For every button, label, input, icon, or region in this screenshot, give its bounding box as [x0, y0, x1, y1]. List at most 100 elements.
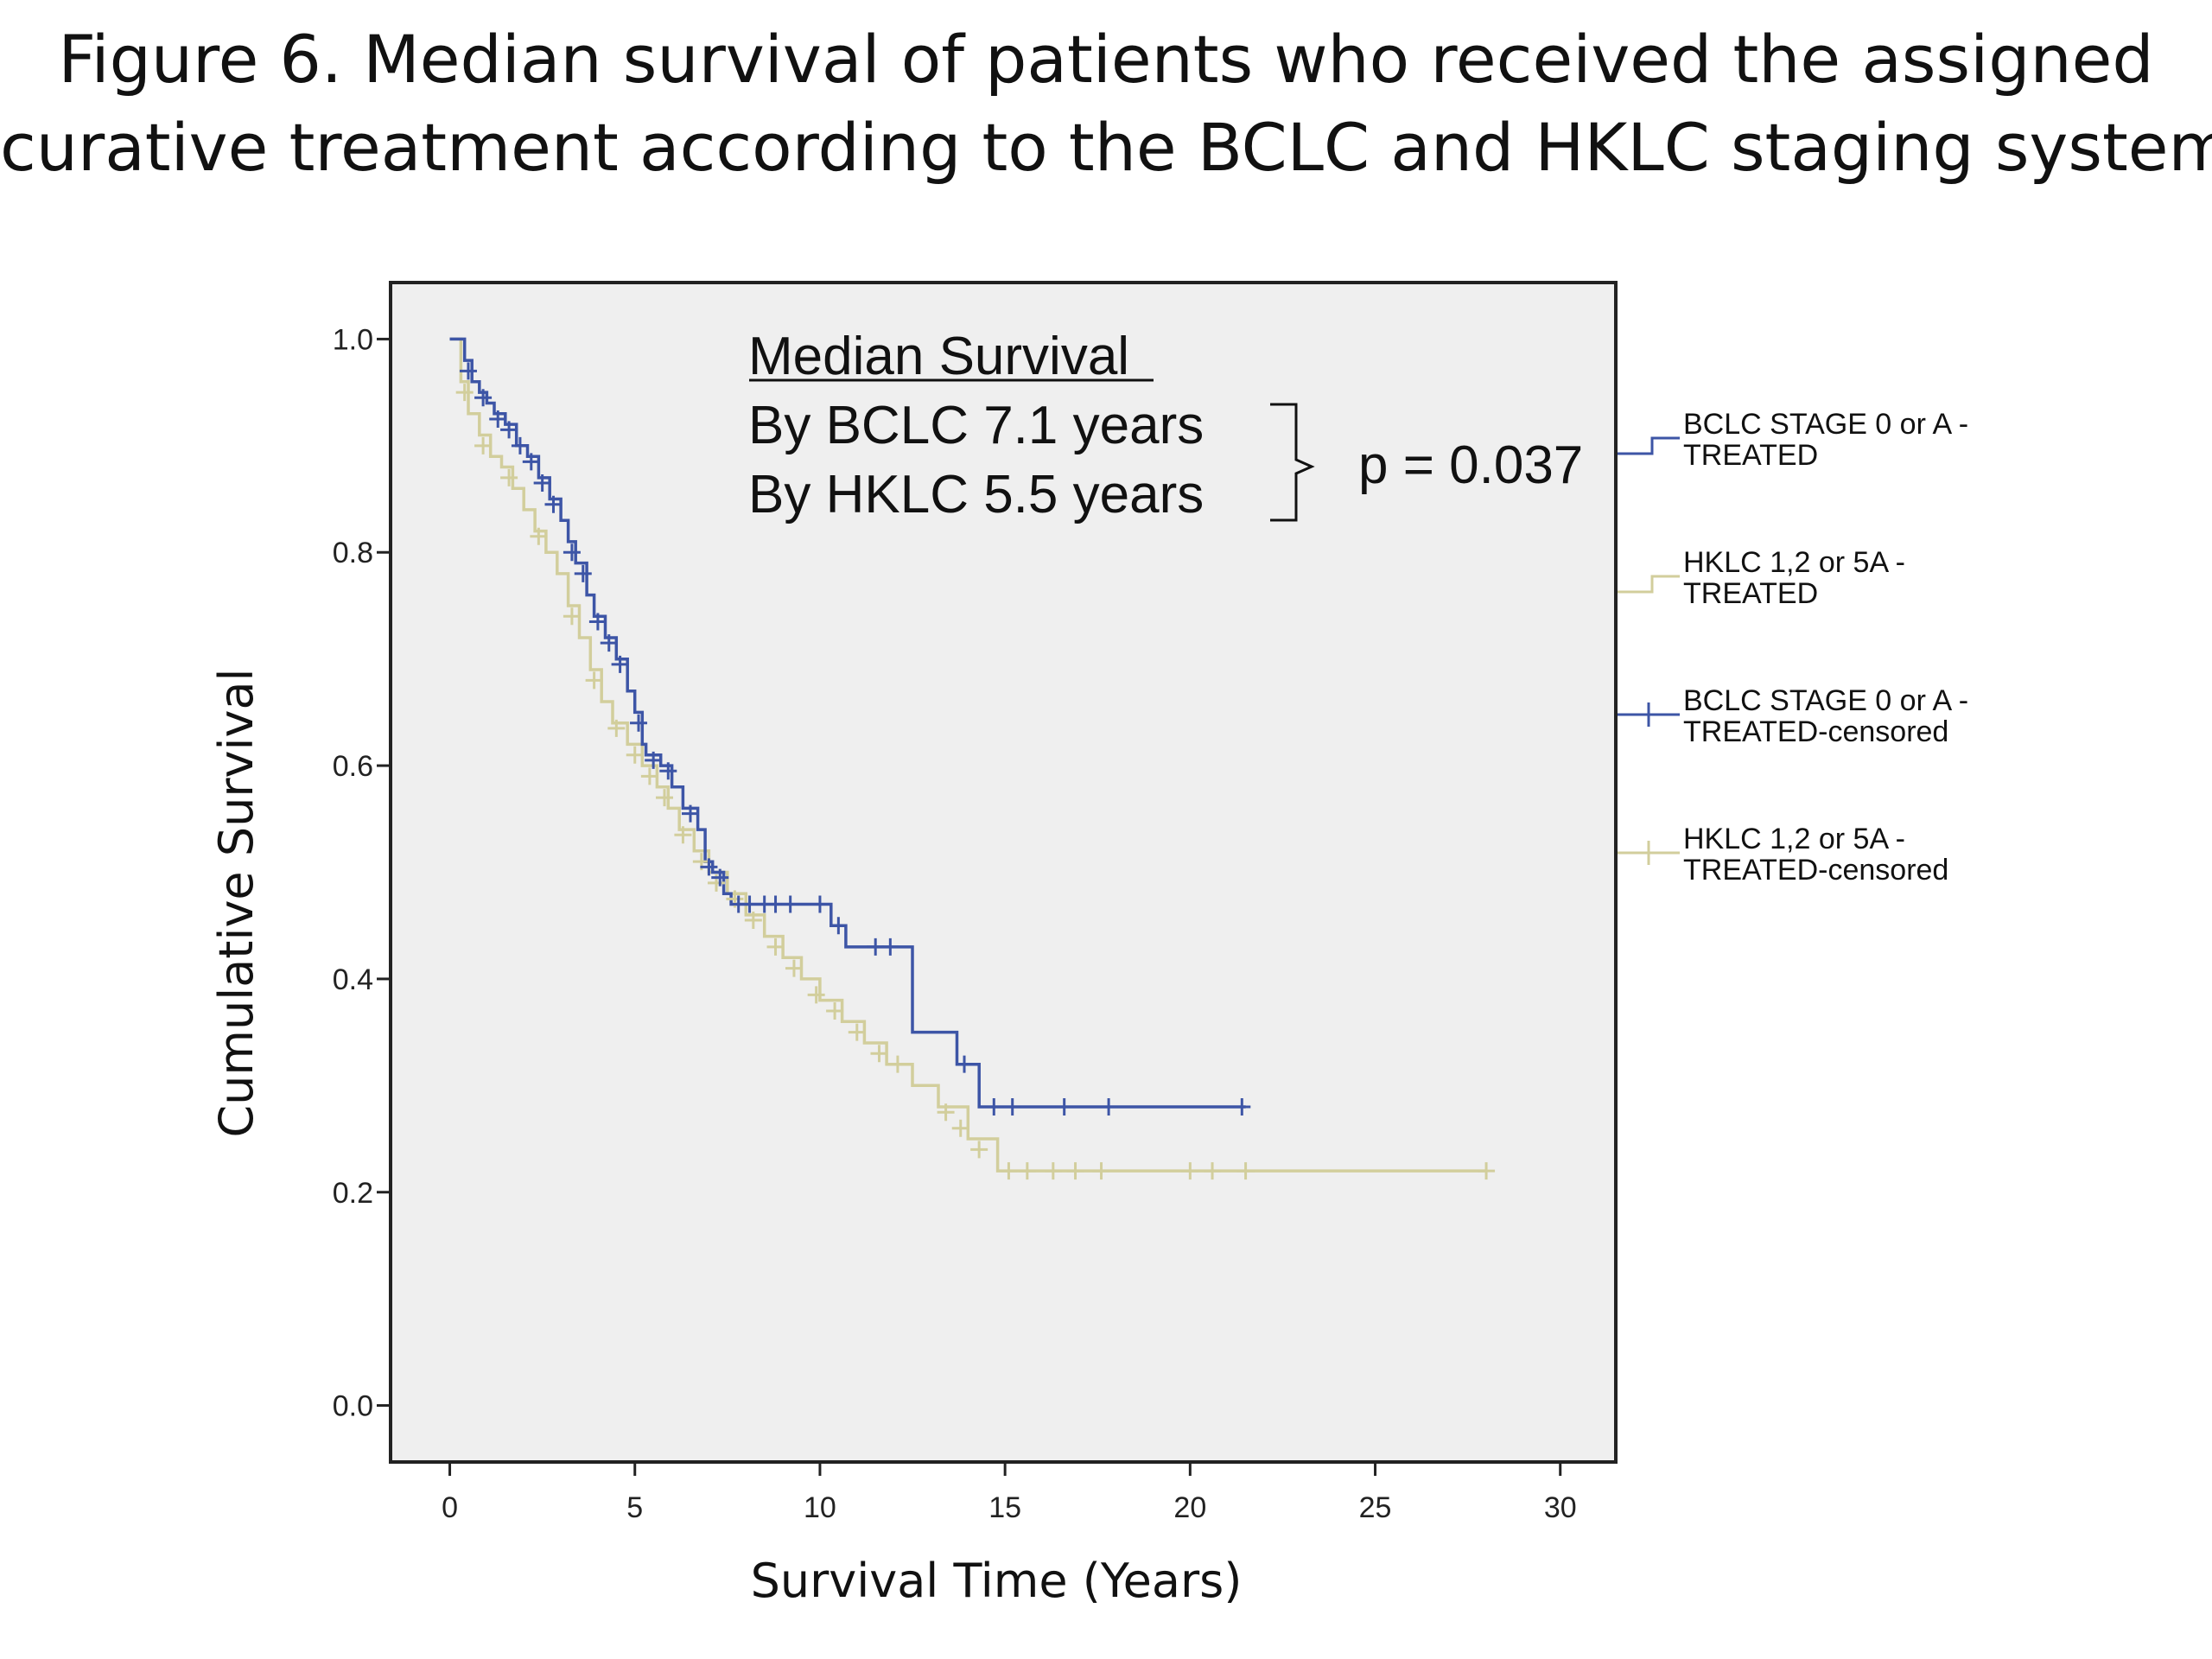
censor-mark: [785, 959, 803, 977]
censor-mark: [659, 762, 677, 780]
median-survival-annotation: Median Survival By BCLC 7.1 years By HKL…: [748, 327, 1583, 524]
censor-mark: [511, 436, 529, 454]
y-tick-label: 1.0: [333, 323, 373, 356]
censor-mark: [1204, 1162, 1222, 1180]
legend-swatch-line: [1618, 575, 1680, 594]
censor-mark: [810, 895, 829, 913]
censor-mark: [1003, 1098, 1021, 1116]
x-tick-label: 15: [988, 1491, 1021, 1524]
x-tick-label: 10: [804, 1491, 836, 1524]
legend-swatch-line: [1618, 436, 1680, 455]
censor-mark: [607, 719, 626, 737]
legend-label: BCLC STAGE 0 or A -: [1683, 408, 1968, 441]
x-tick-label: 30: [1544, 1491, 1577, 1524]
censor-mark: [530, 527, 548, 545]
legend-label: TREATED-censored: [1683, 854, 1948, 887]
censor-mark: [826, 1001, 844, 1020]
censor-mark: [781, 895, 799, 913]
censor-mark: [1018, 1162, 1036, 1180]
censor-mark: [626, 746, 644, 764]
censor-mark: [1044, 1162, 1062, 1180]
figure-title-line-1: Figure 6. Median survival of patients wh…: [58, 21, 2154, 98]
annotation-line-bclc: By BCLC 7.1 years: [748, 396, 1204, 455]
legend-label: HKLC 1,2 or 5A -: [1683, 546, 1905, 579]
figure-title: Figure 6. Median survival of patients wh…: [0, 16, 2212, 192]
censor-mark: [700, 858, 718, 876]
censor-mark: [1478, 1162, 1496, 1180]
x-axis: 0 5 10 15 20 25 30: [442, 1462, 1577, 1524]
censor-marks: [455, 362, 1496, 1180]
censor-mark: [888, 1055, 906, 1073]
censor-mark: [500, 421, 518, 439]
censor-mark: [474, 436, 493, 454]
censor-mark: [1066, 1162, 1084, 1180]
y-tick-label: 0.0: [333, 1390, 373, 1423]
censor-mark: [1233, 1098, 1251, 1116]
censor-mark: [563, 607, 581, 626]
x-tick-label: 20: [1173, 1491, 1206, 1524]
x-tick-label: 0: [442, 1491, 458, 1524]
x-tick-label: 5: [626, 1491, 643, 1524]
censor-mark: [951, 1119, 969, 1137]
legend-label: TREATED-censored: [1683, 715, 1948, 748]
censor-mark: [1092, 1162, 1110, 1180]
x-axis-title: Survival Time (Years): [751, 1554, 1243, 1608]
y-axis: 0.0 0.2 0.4 0.6 0.8 1.0: [333, 323, 391, 1423]
y-tick-label: 0.2: [333, 1177, 373, 1210]
censor-mark: [563, 543, 581, 562]
censor-mark: [533, 474, 551, 493]
censor-mark: [600, 634, 618, 652]
y-tick-label: 0.4: [333, 963, 373, 996]
censor-mark: [881, 938, 899, 956]
censor-mark: [585, 671, 603, 690]
censor-mark: [611, 655, 629, 673]
censor-mark: [807, 986, 825, 1004]
censor-mark: [867, 938, 885, 956]
censor-mark: [674, 826, 692, 844]
legend-swatch-censor: [1618, 841, 1680, 865]
figure-title-line-2: curative treatment according to the BCLC…: [0, 109, 2212, 186]
censor-mark: [956, 1055, 974, 1073]
censor-mark: [1100, 1098, 1118, 1116]
censor-mark: [544, 495, 563, 513]
censor-mark: [500, 468, 518, 486]
censor-mark: [574, 564, 592, 582]
censor-mark: [970, 1141, 988, 1159]
legend-label: TREATED: [1683, 439, 1818, 472]
censor-mark: [1055, 1098, 1073, 1116]
x-tick-label: 25: [1359, 1491, 1392, 1524]
censor-mark: [645, 751, 663, 769]
censor-mark: [848, 1023, 866, 1041]
censor-mark: [830, 917, 848, 935]
censor-mark: [1236, 1162, 1255, 1180]
legend-label: TREATED: [1683, 577, 1818, 610]
censor-mark: [937, 1103, 955, 1122]
censor-mark: [489, 410, 507, 428]
y-tick-label: 0.8: [333, 537, 373, 569]
censor-mark: [459, 362, 477, 380]
censor-mark: [474, 389, 493, 407]
censor-mark: [711, 868, 729, 887]
annotation-heading: Median Survival: [748, 327, 1129, 386]
censor-mark: [1000, 1162, 1018, 1180]
annotation-brace: [1270, 403, 1315, 522]
censor-mark: [522, 453, 540, 471]
censor-mark: [985, 1098, 1003, 1116]
legend-label: BCLC STAGE 0 or A -: [1683, 684, 1968, 717]
annotation-line-hklc: By HKLC 5.5 years: [748, 465, 1204, 524]
censor-mark: [455, 384, 474, 402]
legend-swatch-censor: [1618, 702, 1680, 727]
y-tick-label: 0.6: [333, 750, 373, 783]
y-axis-title: Cumulative Survival: [209, 668, 264, 1137]
censor-mark: [640, 767, 658, 785]
legend-label: HKLC 1,2 or 5A -: [1683, 823, 1905, 855]
p-value: p = 0.037: [1358, 435, 1583, 495]
censor-mark: [741, 895, 759, 913]
censor-mark: [870, 1045, 888, 1063]
censor-mark: [588, 613, 607, 631]
censor-mark: [682, 804, 700, 823]
plot-area: [389, 281, 1618, 1464]
censor-mark: [766, 895, 785, 913]
